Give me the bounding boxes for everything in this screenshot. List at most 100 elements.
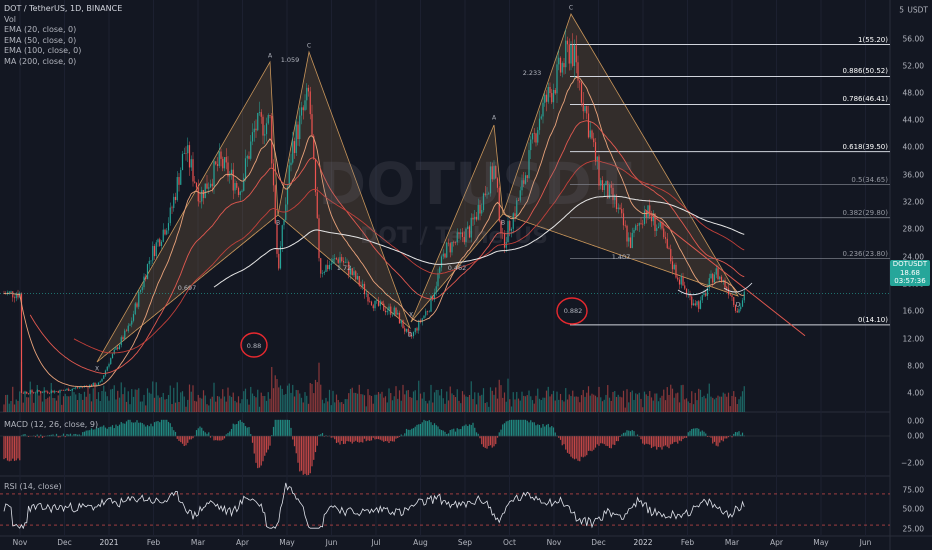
legend-ema20[interactable]: EMA (20, close, 0) [4, 25, 77, 34]
volume-bar [622, 390, 625, 412]
price-tick: 40.00 [902, 142, 924, 152]
volume-bar [33, 402, 35, 412]
volume-bar [647, 395, 649, 412]
rsi-label[interactable]: RSI (14, close) [4, 482, 62, 491]
candle-body [190, 159, 192, 168]
volume-bar [654, 393, 656, 412]
candle-body [321, 273, 324, 274]
macd-label[interactable]: MACD (12, 26, close, 9) [4, 420, 99, 429]
volume-bar [202, 390, 205, 412]
macd-histogram-bar [619, 436, 621, 438]
volume-bar [608, 397, 611, 412]
time-axis-label: May [279, 538, 295, 547]
candle-body [199, 201, 201, 202]
candle-body [187, 145, 189, 154]
macd-histogram-bar [96, 427, 98, 437]
macd-histogram-bar [5, 436, 7, 459]
volume-bar [234, 400, 236, 412]
candle-body [397, 312, 399, 315]
volume-bar [269, 398, 271, 412]
volume-bar [692, 404, 695, 412]
macd-histogram-bar [701, 430, 703, 437]
harmonic-triangle-xab [96, 60, 279, 363]
legend-ma200[interactable]: MA (200, close, 0) [4, 56, 77, 66]
macd-histogram-bar [55, 433, 58, 437]
candle-body [481, 210, 483, 214]
macd-histogram-bar [664, 436, 667, 446]
macd-histogram-bar [48, 435, 51, 437]
volume-bar [146, 388, 149, 412]
macd-histogram-bar [264, 436, 266, 456]
volume-bar [621, 397, 623, 412]
volume-bar [545, 390, 548, 412]
macd-histogram-bar [320, 434, 322, 437]
candle-body [615, 195, 618, 209]
macd-histogram-bar [236, 424, 238, 437]
volume-bar [591, 393, 593, 412]
macd-histogram-bar [283, 419, 285, 437]
candle-body [657, 226, 660, 229]
volume-bar [327, 401, 329, 412]
candle-body [666, 238, 668, 249]
volume-bar [260, 392, 262, 412]
price-tick: 12.00 [902, 334, 924, 344]
candle-body [565, 40, 567, 68]
macd-histogram-bar [440, 430, 443, 437]
macd-histogram-bar [90, 428, 93, 437]
legend-ema50[interactable]: EMA (50, close, 0) [4, 35, 77, 45]
candle-body [495, 166, 497, 179]
volume-bar [664, 400, 667, 412]
volume-bar [304, 392, 306, 412]
macd-histogram-bar [215, 436, 217, 441]
candle-body [692, 303, 695, 306]
volume-bar [645, 394, 647, 412]
volume-bar [524, 396, 527, 412]
volume-bar [530, 396, 532, 412]
macd-histogram-bar [316, 436, 318, 446]
macd-histogram-bar [36, 434, 38, 437]
macd-histogram-bar [246, 427, 248, 437]
candle-body [482, 193, 485, 211]
volume-bar [173, 387, 175, 412]
volume-bar [356, 393, 359, 412]
volume-bar [129, 404, 131, 412]
fib-level-label: 0(14.10) [858, 315, 888, 324]
volume-bar [423, 392, 425, 412]
legend-vol[interactable]: Vol [4, 14, 16, 24]
candle-body [724, 279, 726, 288]
macd-histogram-bar [362, 436, 364, 443]
macd-histogram-bar [139, 422, 142, 437]
macd-histogram-bar [727, 436, 730, 438]
candle-body [201, 190, 203, 202]
macd-histogram-bar [554, 432, 556, 437]
macd-histogram-bar [64, 436, 66, 438]
volume-bar [402, 384, 404, 412]
candle-body [307, 87, 310, 92]
macd-histogram-bar [89, 430, 91, 437]
macd-histogram-bar [188, 436, 191, 440]
volume-bar [248, 404, 250, 412]
time-axis-label: Jun [859, 538, 872, 547]
volume-bar [663, 389, 665, 412]
volume-bar [566, 399, 569, 412]
legend-ema100[interactable]: EMA (100, close, 0) [4, 46, 82, 55]
candle-body [503, 233, 506, 248]
candle-body [97, 382, 100, 385]
time-axis-label: Mar [190, 538, 206, 547]
volume-bar [183, 396, 185, 412]
price-tick: 44.00 [902, 115, 924, 125]
candle-body [220, 151, 222, 159]
candle-body [398, 312, 401, 324]
macd-histogram-bar [726, 436, 728, 439]
point-a: A [491, 114, 497, 122]
volume-bar [440, 389, 443, 412]
symbol-title[interactable]: DOT / TetherUS, 1D, BINANCE [4, 4, 123, 13]
candle-body [633, 230, 635, 233]
volume-bar [559, 393, 562, 412]
macd-histogram-bar [68, 434, 70, 437]
volume-bar [731, 395, 733, 412]
time-axis-label: Oct [503, 538, 516, 547]
macd-histogram-bar [50, 434, 52, 437]
